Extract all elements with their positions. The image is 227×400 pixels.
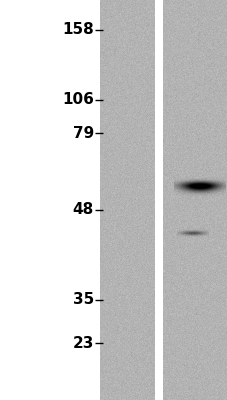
Text: 79: 79 [72,126,94,140]
Bar [100,0,227,400]
Text: 158: 158 [62,22,94,38]
Text: 106: 106 [62,92,94,108]
Text: 23: 23 [72,336,94,350]
Text: 48: 48 [72,202,94,218]
Bar [154,0,162,400]
Text: 35: 35 [72,292,94,308]
